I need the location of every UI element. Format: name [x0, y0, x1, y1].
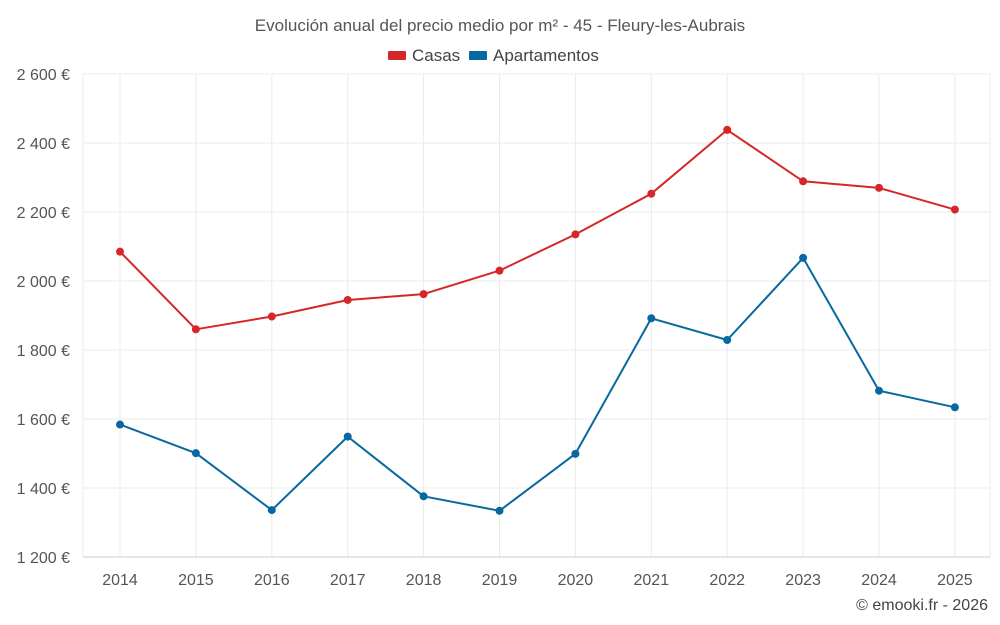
credit-text: © emooki.fr - 2026 — [856, 597, 988, 614]
series-casas — [116, 125, 959, 334]
series-line — [119, 128, 956, 331]
data-point[interactable] — [267, 312, 276, 321]
legend-label: Casas — [412, 46, 460, 65]
data-point[interactable] — [875, 386, 883, 395]
data-point[interactable] — [950, 205, 959, 214]
series-apartamentos — [116, 253, 959, 515]
data-point[interactable] — [495, 266, 504, 275]
data-point[interactable] — [343, 295, 352, 304]
grid — [82, 73, 991, 558]
x-tick-label: 2024 — [861, 572, 897, 589]
data-point[interactable] — [647, 314, 656, 323]
x-tick-label: 2022 — [709, 572, 745, 589]
legend-item-casas[interactable]: Casas — [388, 46, 460, 65]
data-point[interactable] — [647, 189, 656, 198]
legend-swatch — [469, 51, 487, 60]
data-point[interactable] — [191, 449, 200, 458]
series-line — [119, 256, 956, 512]
data-point[interactable] — [495, 506, 504, 515]
data-point[interactable] — [723, 335, 732, 344]
x-tick-label: 2018 — [406, 572, 442, 589]
data-point[interactable] — [343, 432, 352, 441]
data-point[interactable] — [799, 177, 808, 186]
y-tick-label: 1 800 € — [17, 343, 70, 360]
data-point[interactable] — [419, 290, 428, 299]
data-point[interactable] — [116, 247, 124, 256]
y-tick-label: 1 400 € — [17, 481, 70, 498]
data-point[interactable] — [571, 230, 580, 239]
y-tick-label: 2 600 € — [17, 67, 70, 84]
data-point[interactable] — [950, 403, 959, 412]
axes: 1 200 € 1 400 € 1 600 € 1 800 € 2 000 € 2 200… — [17, 67, 990, 589]
x-tick-label: 2014 — [102, 572, 138, 589]
y-tick-label: 2 400 € — [17, 136, 70, 153]
data-point[interactable] — [723, 125, 732, 134]
y-tick-label: 2 200 € — [17, 205, 70, 222]
x-tick-label: 2023 — [785, 572, 821, 589]
legend-label: Apartamentos — [493, 46, 599, 65]
x-tick-label: 2019 — [482, 572, 518, 589]
x-tick-label: 2025 — [937, 572, 973, 589]
y-tick-label: 2 000 € — [17, 274, 70, 291]
data-point[interactable] — [799, 253, 808, 262]
y-tick-label: 1 200 € — [17, 550, 70, 567]
data-point[interactable] — [419, 492, 428, 501]
chart-title: Evolución anual del precio medio por m² … — [255, 16, 745, 35]
x-tick-label: 2015 — [178, 572, 214, 589]
x-tick-label: 2017 — [330, 572, 366, 589]
legend: Casas Apartamentos — [388, 46, 599, 65]
data-point[interactable] — [116, 420, 124, 429]
legend-item-apartamentos[interactable]: Apartamentos — [469, 46, 599, 65]
data-point[interactable] — [875, 183, 883, 192]
x-tick-label: 2021 — [634, 572, 670, 589]
x-tick-label: 2016 — [254, 572, 290, 589]
legend-swatch — [388, 51, 406, 60]
series — [116, 125, 959, 515]
data-point[interactable] — [571, 449, 580, 458]
data-point[interactable] — [191, 325, 200, 334]
x-tick-label: 2020 — [558, 572, 594, 589]
data-point[interactable] — [267, 506, 276, 515]
y-tick-label: 1 600 € — [17, 412, 70, 429]
